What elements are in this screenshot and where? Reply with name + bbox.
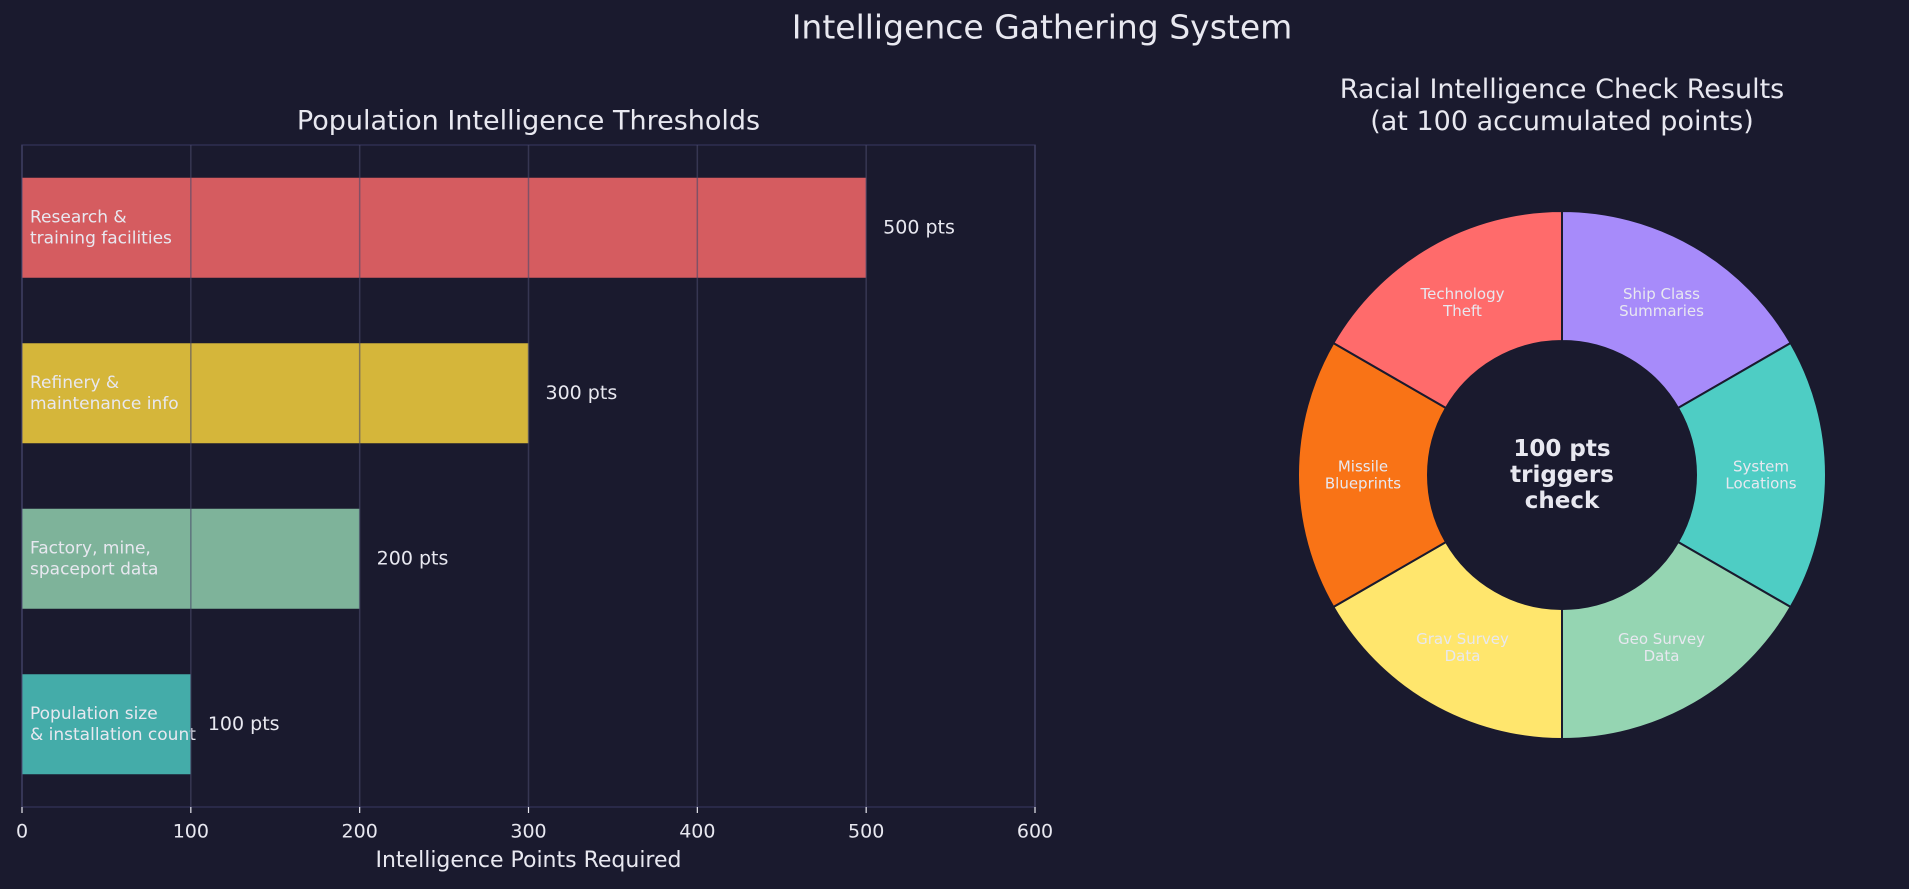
slice-label: Grav Survey Data: [1416, 629, 1509, 664]
bar-label: Refinery & maintenance info: [30, 373, 179, 414]
slice-label: Geo Survey Data: [1618, 629, 1705, 664]
donut-slice: [1332, 540, 1563, 741]
donut-slice: [1561, 540, 1792, 741]
x-tick-label: 400: [679, 821, 715, 843]
x-tick-label: 200: [342, 821, 378, 843]
value-label: 100 pts: [208, 713, 280, 735]
bar: [22, 674, 191, 775]
x-tick-label: 600: [1017, 821, 1053, 843]
bar: [22, 343, 529, 444]
slice-label: Technology Theft: [1419, 285, 1504, 320]
bar-label: Factory, mine, spaceport data: [30, 538, 158, 579]
donut-slice: [1561, 209, 1792, 410]
bar: [22, 177, 867, 278]
slice-label: System Locations: [1725, 457, 1796, 492]
value-label: 500 pts: [883, 216, 955, 238]
chart-title: Population Intelligence Thresholds: [297, 106, 760, 137]
figure-title: Intelligence Gathering System: [792, 8, 1293, 47]
x-tick-label: 100: [173, 821, 209, 843]
donut-slice: [1297, 341, 1448, 609]
value-label: 300 pts: [546, 382, 618, 404]
donut-slice: [1676, 341, 1827, 609]
center-text: 100 pts triggers check: [1510, 436, 1614, 514]
x-axis-label: Intelligence Points Required: [376, 848, 682, 873]
bar-label: Population size & installation count: [30, 704, 196, 745]
slice-label: Missile Blueprints: [1325, 457, 1401, 492]
x-tick-label: 0: [16, 821, 28, 843]
x-tick-label: 300: [510, 821, 546, 843]
donut-slice: [1332, 209, 1563, 410]
bar-label: Research & training facilities: [30, 207, 172, 248]
slice-label: Ship Class Summaries: [1619, 285, 1704, 320]
value-label: 200 pts: [377, 547, 449, 569]
x-tick-label: 500: [848, 821, 884, 843]
chart-title: Racial Intelligence Check Results (at 100…: [1340, 74, 1785, 137]
